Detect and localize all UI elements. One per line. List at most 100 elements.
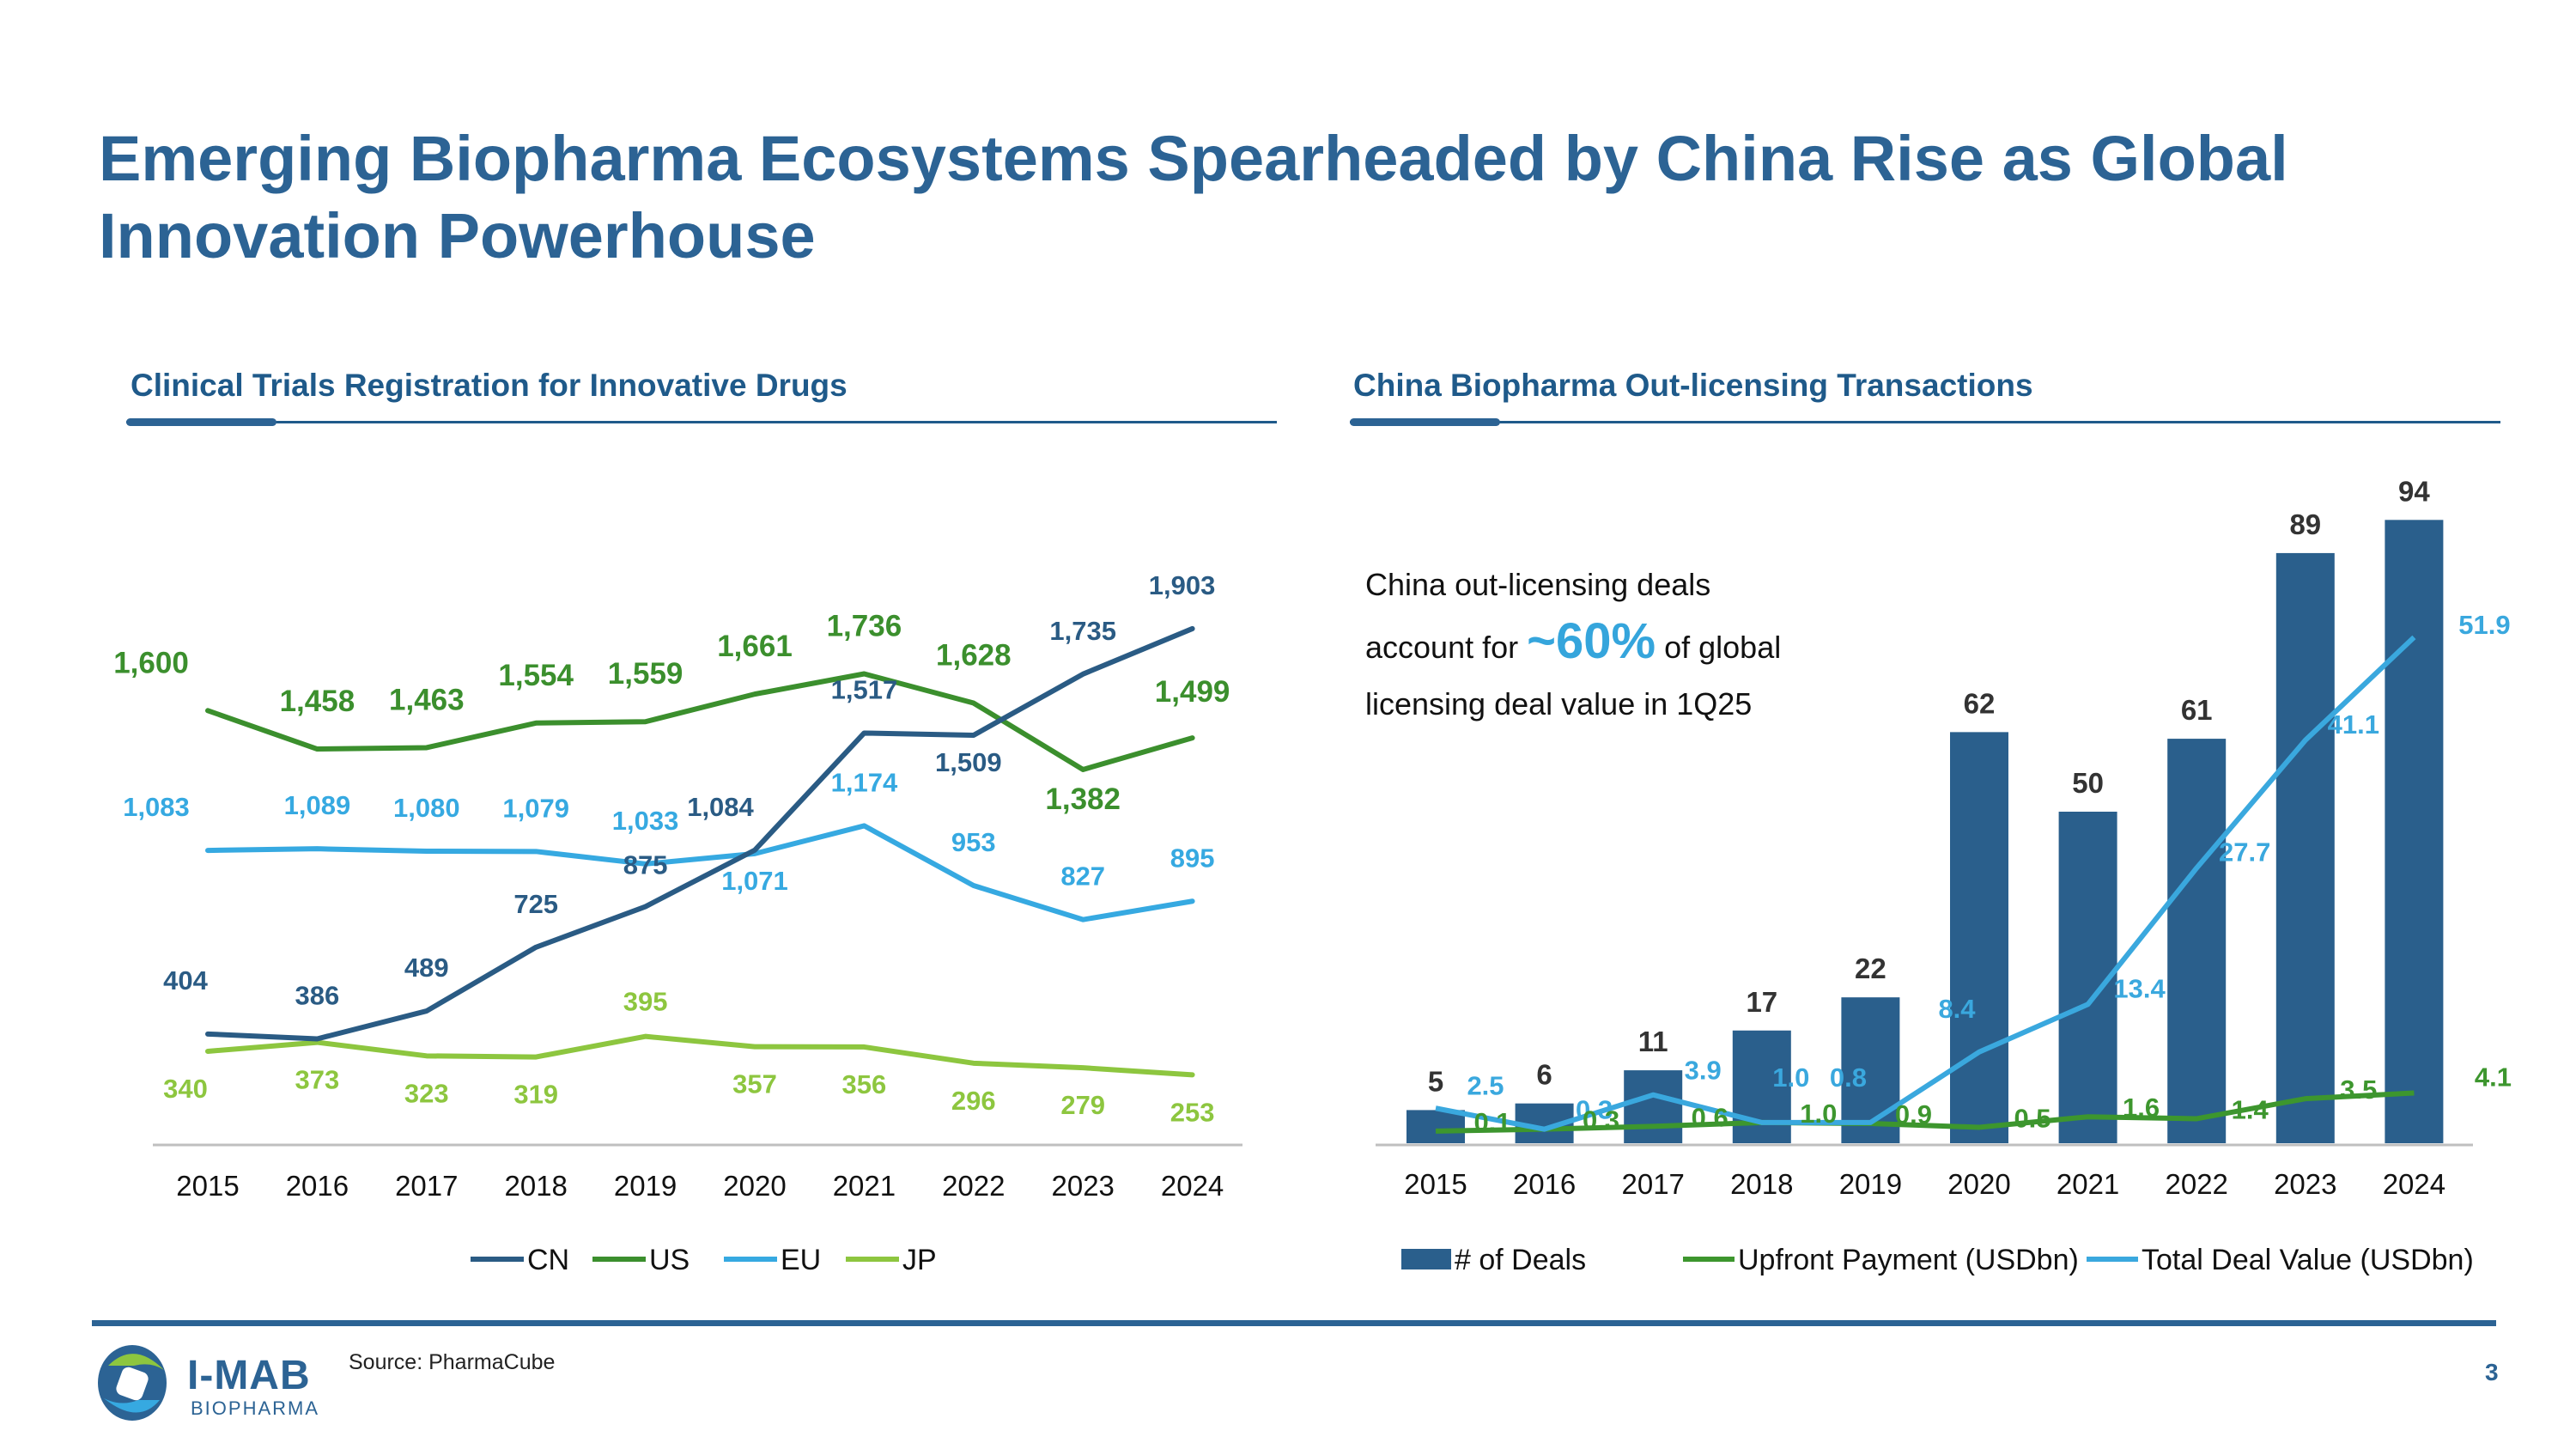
deal-bar [2275,552,2335,1143]
legend-label-us: US [649,1244,690,1276]
data-label-us: 1,736 [827,610,902,643]
data-label-eu: 1,071 [721,866,788,896]
data-label-us: 1,382 [1045,782,1121,816]
total-value-label: 3.9 [1685,1056,1722,1086]
legend-label-upfront: Upfront Payment (USDbn) [1738,1244,2079,1276]
data-label-eu: 1,079 [502,793,569,823]
x-tick-label: 2016 [286,1170,349,1202]
data-label-jp: 340 [163,1074,208,1104]
deal-bar [1950,732,2008,1143]
data-label-jp: 356 [842,1069,887,1099]
callout-highlight: ~60% [1527,613,1656,669]
bar-value-label: 61 [2181,694,2213,726]
x-tick-label: 2024 [1161,1170,1224,1202]
total-value-label: 51.9 [2458,610,2510,640]
x-tick-label: 2020 [1947,1168,2010,1200]
data-label-jp: 373 [295,1065,340,1095]
data-label-eu: 1,080 [393,793,460,823]
source-note: Source: PharmaCube [349,1350,556,1374]
bar-value-label: 62 [1964,687,1996,719]
total-value-label: 27.7 [2219,837,2270,868]
x-tick-label: 2017 [395,1170,458,1202]
bar-value-label: 11 [1638,1026,1668,1057]
data-label-jp: 323 [404,1078,449,1108]
bar-value-label: 6 [1536,1059,1552,1091]
data-label-cn: 1,735 [1049,616,1116,646]
x-tick-label: 2015 [176,1170,239,1202]
data-label-jp: 395 [623,987,668,1017]
data-label-eu: 953 [951,827,996,857]
callout-line-2b: of global [1664,630,1782,665]
x-tick-label: 2016 [1513,1168,1576,1200]
callout-line-3: licensing deal value in 1Q25 [1365,686,1753,721]
x-tick-label: 2021 [833,1170,896,1202]
series-line-us [205,671,1195,772]
right-title-accent [1350,418,1500,426]
x-tick-label: 2024 [2383,1168,2445,1200]
data-label-cn: 1,509 [935,747,1002,777]
total-deal-value-line [1435,635,2416,1132]
data-label-jp: 279 [1060,1090,1105,1120]
data-label-cn: 1,903 [1149,570,1216,600]
upfront-value-label: 0.9 [1895,1099,1932,1129]
total-value-label: 8.4 [1938,994,1976,1024]
data-label-eu: 1,033 [612,806,679,836]
upfront-value-label: 0.6 [1692,1102,1728,1132]
total-value-label: 0.8 [1830,1062,1867,1093]
left-chart-title: Clinical Trials Registration for Innovat… [131,368,848,403]
upfront-value-label: 3.5 [2340,1075,2377,1105]
upfront-value-label: 0.5 [2014,1103,2050,1133]
data-label-us: 1,499 [1155,675,1230,709]
data-label-cn: 489 [404,953,449,983]
callout-line-2: account for ~60% of global [1365,613,1880,676]
legend-swatch-deals [1401,1249,1451,1269]
series-line-cn [205,625,1195,1042]
data-label-eu: 1,089 [284,790,351,820]
data-label-cn: 386 [295,980,340,1010]
upfront-value-label: 1.4 [2232,1094,2269,1124]
data-label-jp: 253 [1170,1097,1215,1127]
series-line-jp [205,1033,1195,1078]
x-tick-label: 2023 [2274,1168,2336,1200]
clinical-trials-line-chart: 2015 2016 2017 2018 2019 2020 2021 2022 2023 2024… [113,570,1242,1276]
x-tick-label: 2023 [1051,1170,1114,1202]
total-value-label: 13.4 [2113,973,2166,1003]
page-number: 3 [2485,1359,2499,1385]
deal-bar [1406,1110,1465,1143]
legend-label-total: Total Deal Value (USDbn) [2142,1244,2474,1276]
x-tick-label: 2020 [723,1170,786,1202]
data-label-eu: 827 [1060,861,1105,892]
deal-bar [2167,739,2227,1143]
x-tick-label: 2022 [942,1170,1005,1202]
upfront-value-label: 0.1 [1473,1107,1510,1137]
out-licensing-combo-chart: 5 6 11 17 22 62 50 61 89 94 2015 2016 2017 2018 2019 20… [1376,475,2512,1276]
upfront-value-label: 4.1 [2475,1062,2512,1092]
data-label-us: 1,600 [113,646,189,679]
upfront-value-label: 1.6 [2123,1093,2160,1123]
data-label-eu: 1,174 [831,767,898,797]
total-value-label: 1.0 [1772,1062,1809,1093]
data-label-us: 1,559 [608,657,683,691]
data-label-eu: 895 [1170,843,1215,873]
logo-wordmark: I-MAB [187,1353,311,1398]
left-title-accent [126,418,276,426]
x-tick-label: 2015 [1404,1168,1467,1200]
legend-label-jp: JP [902,1244,937,1276]
data-label-cn: 875 [623,850,668,880]
x-tick-label: 2018 [1730,1168,1793,1200]
data-label-eu: 1,083 [123,792,190,822]
data-label-cn: 725 [513,889,558,919]
upfront-value-label: 0.3 [1583,1105,1619,1135]
bar-value-label: 5 [1428,1065,1443,1097]
x-tick-label: 2019 [614,1170,677,1202]
deal-bar [1841,997,1900,1143]
x-tick-label: 2022 [2165,1168,2227,1200]
x-tick-label: 2018 [504,1170,567,1202]
data-label-us: 1,628 [936,639,1012,673]
callout-line-2a: account for [1365,630,1519,665]
total-value-label: 2.5 [1467,1070,1504,1100]
total-value-label: 0.3 [1576,1095,1613,1125]
data-label-us: 1,463 [389,683,465,716]
callout-text: China out-licensing deals account for ~6… [1365,557,1880,733]
data-label-cn: 1,517 [831,674,898,704]
